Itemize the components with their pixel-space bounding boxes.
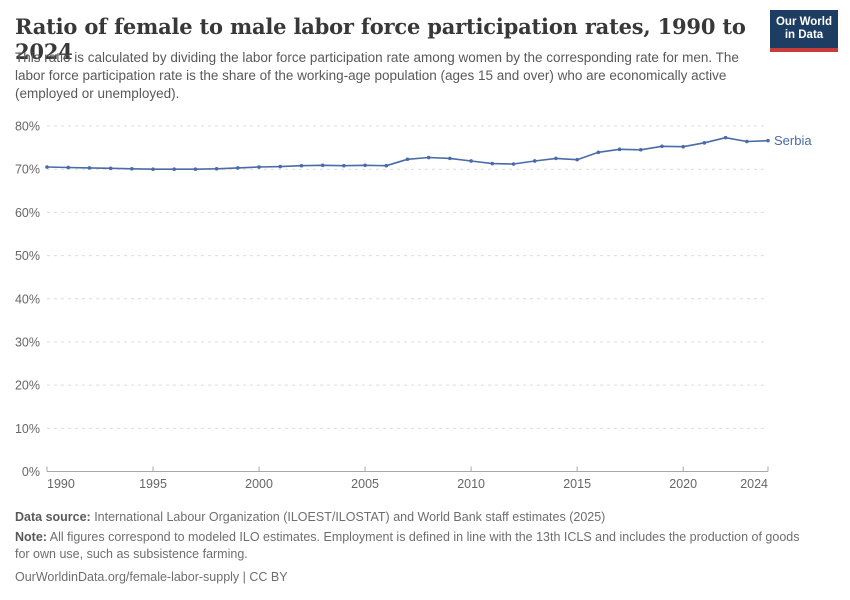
data-point[interactable] — [130, 166, 134, 171]
data-point[interactable] — [744, 139, 749, 144]
citation-line[interactable]: OurWorldinData.org/female-labor-supply |… — [15, 570, 288, 584]
x-tick-label: 2024 — [740, 477, 768, 491]
chart-subtitle: This ratio is calculated by dividing the… — [15, 50, 739, 102]
data-source-label: Data source: — [15, 510, 91, 524]
x-tick-label: 1990 — [47, 477, 75, 491]
data-point[interactable] — [45, 165, 49, 169]
data-point[interactable] — [384, 163, 389, 168]
data-point[interactable] — [87, 166, 92, 170]
data-point[interactable] — [320, 163, 325, 168]
data-point[interactable] — [638, 147, 643, 152]
x-tick-label: 2015 — [563, 477, 591, 491]
data-point[interactable] — [214, 166, 219, 171]
series-end-label[interactable]: Serbia — [774, 133, 812, 148]
data-point[interactable] — [448, 156, 452, 161]
data-source-line: Data source: International Labour Organi… — [15, 509, 810, 526]
chart-plot: 0% 10% 20% 30% 40% 50% 60% 70% 80% 1990 1995 2000 20… — [15, 120, 812, 492]
x-tick-label: 2000 — [245, 477, 273, 491]
note-label: Note: — [15, 530, 47, 544]
data-point[interactable] — [426, 155, 431, 160]
y-tick-label: 10% — [15, 422, 40, 436]
data-point[interactable] — [617, 147, 622, 152]
data-point[interactable] — [554, 156, 558, 161]
x-tick-label: 2010 — [457, 477, 485, 491]
data-point[interactable] — [193, 167, 198, 171]
data-point[interactable] — [342, 163, 346, 168]
data-point[interactable] — [405, 157, 410, 162]
data-point[interactable] — [236, 166, 240, 170]
data-point[interactable] — [681, 144, 685, 149]
y-tick-label: 60% — [15, 206, 40, 220]
y-tick-label: 70% — [15, 163, 40, 177]
x-tick-label: 2020 — [669, 477, 697, 491]
data-point[interactable] — [660, 144, 664, 149]
data-point[interactable] — [257, 165, 261, 169]
y-tick-label: 20% — [15, 379, 40, 393]
data-point[interactable] — [596, 150, 601, 155]
data-point[interactable] — [299, 163, 304, 168]
data-point[interactable] — [723, 135, 728, 140]
page-title: Ratio of female to male labor force part… — [15, 14, 746, 65]
y-tick-label: 50% — [15, 249, 40, 263]
x-tick-label: 1995 — [139, 477, 167, 491]
x-tick-label: 2005 — [351, 477, 379, 491]
note-text: All figures correspond to modeled ILO es… — [15, 530, 800, 561]
data-point[interactable] — [766, 138, 770, 143]
data-point[interactable] — [702, 141, 707, 145]
data-point[interactable] — [278, 164, 283, 169]
data-point[interactable] — [66, 165, 71, 170]
y-tick-label: 0% — [22, 465, 40, 479]
series-line[interactable] — [46, 136, 769, 171]
data-point[interactable] — [108, 166, 113, 171]
y-tick-label: 30% — [15, 335, 40, 349]
owid-logo[interactable]: Our World in Data — [770, 10, 838, 52]
note-line: Note: All figures correspond to modeled … — [15, 529, 810, 563]
data-point[interactable] — [172, 167, 177, 171]
owid-logo-line1: Our World — [775, 15, 832, 28]
data-point[interactable] — [511, 162, 516, 166]
data-point[interactable] — [532, 159, 537, 163]
data-point[interactable] — [151, 167, 155, 171]
y-tick-label: 80% — [15, 120, 40, 134]
data-point[interactable] — [490, 161, 495, 166]
data-source-text: International Labour Organization (ILOES… — [90, 510, 606, 524]
data-point[interactable] — [575, 157, 579, 162]
y-tick-label: 40% — [15, 292, 40, 306]
chart-footer: Data source: International Labour Organi… — [15, 509, 810, 586]
data-point[interactable] — [363, 163, 367, 168]
owid-logo-line2: in Data — [784, 29, 824, 41]
data-point[interactable] — [469, 159, 473, 163]
